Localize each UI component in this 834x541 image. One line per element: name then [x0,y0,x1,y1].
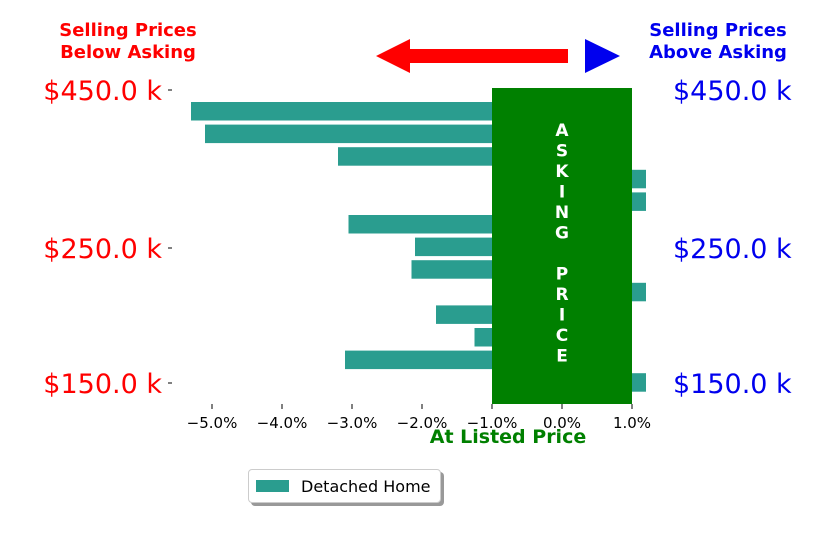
y-tick-label-left: $150.0 k [43,369,162,400]
above-asking-header: Selling Prices Above Asking [618,20,818,64]
x-tick-label: −4.0% [257,414,308,432]
below-asking-header: Selling Prices Below Asking [28,20,228,64]
y-axis-left: $450.0 k $250.0 k $150.0 k [43,76,172,400]
asking-letter: G [555,224,569,244]
bar [348,215,492,234]
arrow-left-icon [376,39,568,73]
asking-letter: I [559,183,565,203]
y-tick-label-right: $250.0 k [673,234,792,265]
bar [436,305,492,324]
asking-letter: N [555,203,569,223]
below-asking-line2: Below Asking [60,42,196,63]
above-asking-line2: Above Asking [649,42,787,63]
bar [205,124,492,144]
y-tick-label-left: $250.0 k [43,234,162,265]
below-asking-line1: Selling Prices [59,20,197,41]
x-tick-label: −3.0% [327,414,378,432]
y-tick-label-left: $450.0 k [43,76,162,107]
asking-letter: E [556,347,568,367]
bar [632,282,646,302]
bar [632,169,646,189]
bar [411,260,492,279]
bar [632,373,646,392]
asking-letter: C [556,326,568,346]
asking-letter: A [555,121,569,141]
x-tick-label: 0.0% [543,414,581,432]
x-axis-ticks: −5.0% −4.0% −3.0% −2.0% −1.0% 0.0% 1.0% [187,404,651,432]
asking-letter: S [556,142,568,162]
x-tick-label: −1.0% [467,414,518,432]
bar [415,237,492,257]
bar [474,328,492,347]
bar [338,147,492,166]
asking-letter: R [555,285,568,305]
bar [191,102,492,121]
y-tick-label-right: $150.0 k [673,369,792,400]
asking-letter: I [559,306,565,326]
arrow-right-icon [585,39,620,73]
y-axis-right: $450.0 k $250.0 k $150.0 k [673,76,792,400]
above-asking-line1: Selling Prices [649,20,787,41]
x-tick-label: −2.0% [397,414,448,432]
legend: Detached Home [248,469,441,503]
asking-letter: P [556,265,568,285]
x-tick-label: −5.0% [187,414,238,432]
asking-price-box [492,88,632,404]
bars-group [191,102,646,392]
asking-letter: K [555,162,569,182]
bar [632,192,646,211]
legend-swatch [256,480,289,492]
x-axis-label: At Listed Price [429,426,587,448]
x-tick-label: 1.0% [613,414,651,432]
legend-label: Detached Home [301,476,431,496]
bar [345,350,492,370]
y-tick-label-right: $450.0 k [673,76,792,107]
